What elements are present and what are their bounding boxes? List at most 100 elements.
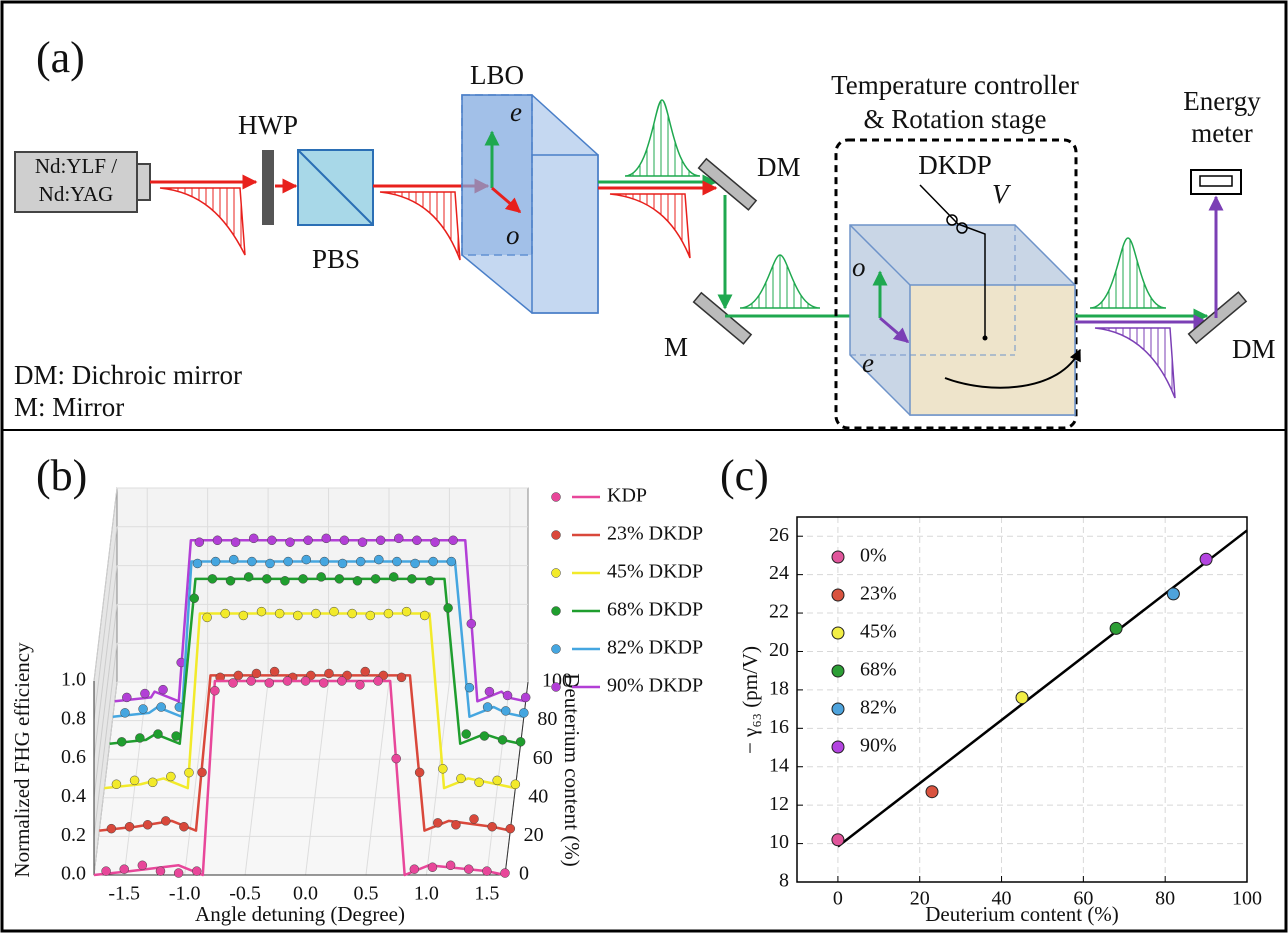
y-tick-label: 12	[769, 793, 789, 815]
data-point	[202, 612, 212, 623]
data-point	[355, 680, 365, 690]
red-pulse	[159, 187, 246, 256]
data-point	[464, 682, 475, 693]
legend-marker	[551, 606, 561, 616]
x-tick-label: -1.5	[108, 883, 140, 905]
data-point	[357, 537, 368, 547]
data-point	[391, 753, 401, 764]
x-axis-title: Deuterium content (%)	[925, 902, 1119, 926]
data-point	[120, 708, 130, 718]
data-point	[138, 704, 148, 714]
data-point	[500, 868, 510, 878]
x-tick-label: 80	[1155, 888, 1175, 910]
panel-label: (b)	[36, 451, 87, 500]
data-point	[427, 862, 438, 872]
legend-label: 23%	[860, 583, 897, 605]
data-point	[247, 556, 257, 567]
hwp	[262, 150, 274, 225]
data-point	[192, 558, 203, 569]
electrode	[956, 222, 968, 234]
x-tick-label: 40	[992, 888, 1012, 910]
data-point	[456, 773, 466, 784]
panel-label: (c)	[720, 451, 769, 500]
data-point	[298, 574, 308, 584]
data-point	[230, 537, 241, 547]
legend-marker	[831, 664, 845, 678]
data-point	[430, 537, 440, 547]
grid-line	[244, 681, 269, 876]
data-point	[505, 823, 516, 834]
data-point	[482, 702, 493, 712]
y-tick-label: 0.6	[61, 746, 86, 768]
x-tick-label: 0	[833, 888, 843, 910]
data-point	[153, 729, 163, 739]
x-tick-label: 60	[1073, 888, 1093, 910]
data-point	[319, 556, 330, 567]
data-point	[248, 533, 259, 544]
data-point	[171, 731, 181, 741]
legend-label: 68%	[860, 659, 897, 681]
data-point	[925, 785, 939, 799]
voltage-label: V	[992, 179, 1012, 209]
data-point	[210, 685, 220, 696]
red-pulse	[379, 191, 461, 261]
data-point	[1015, 691, 1029, 705]
grid-line	[184, 681, 209, 876]
data-point	[482, 866, 492, 876]
y-tick-label: 0.2	[61, 824, 86, 846]
data-point	[285, 537, 295, 547]
data-point	[373, 676, 383, 686]
data-point	[228, 554, 239, 565]
meter-label: meter	[1191, 118, 1252, 148]
data-point	[347, 608, 357, 619]
data-point	[189, 593, 200, 604]
grid-line	[93, 526, 118, 720]
key-text: M: Mirror	[14, 392, 124, 422]
data-point	[394, 533, 404, 544]
data-point	[375, 535, 386, 546]
y-tick-label: 14	[769, 754, 789, 776]
z-tick-label: 100	[542, 670, 572, 692]
data-point	[433, 818, 443, 828]
data-point	[129, 775, 140, 786]
hwp-label: HWP	[238, 110, 298, 140]
y-tick-label: 0.4	[61, 785, 86, 807]
y-tick-label: 8	[779, 870, 789, 892]
data-point	[251, 668, 262, 679]
x-tick-label: 0.5	[353, 883, 378, 905]
data-point	[225, 576, 236, 586]
data-point	[392, 556, 402, 567]
data-point	[451, 820, 461, 830]
legend-marker	[831, 626, 845, 640]
data-point	[401, 606, 412, 617]
data-point	[448, 535, 458, 546]
data-point	[243, 572, 254, 582]
legend-marker	[831, 702, 845, 716]
o-axis	[491, 186, 522, 214]
y-tick-label: 20	[769, 639, 789, 661]
data-point	[510, 779, 521, 790]
legend-label: 90%	[860, 735, 897, 757]
z-tick-label: 60	[533, 747, 553, 769]
data-point	[106, 823, 117, 834]
data-point	[1199, 552, 1213, 566]
data-point	[124, 821, 135, 832]
data-point	[388, 572, 399, 582]
data-point	[155, 866, 166, 876]
data-point	[443, 603, 453, 613]
legend-marker	[551, 644, 561, 654]
data-point	[425, 576, 435, 586]
grid-line	[305, 681, 330, 876]
data-point	[233, 670, 244, 681]
legend-label: 23% DKDP	[607, 523, 703, 545]
grid-line	[93, 565, 118, 759]
data-point	[469, 814, 479, 824]
electrode-end	[982, 335, 988, 341]
data-point	[339, 535, 350, 546]
axis-label: e	[862, 348, 874, 378]
legend-marker	[831, 588, 845, 602]
data-point	[1166, 587, 1180, 601]
x-tick-label: 1.0	[414, 883, 439, 905]
y-tick-label: 1.0	[61, 669, 86, 691]
data-point	[269, 666, 280, 677]
